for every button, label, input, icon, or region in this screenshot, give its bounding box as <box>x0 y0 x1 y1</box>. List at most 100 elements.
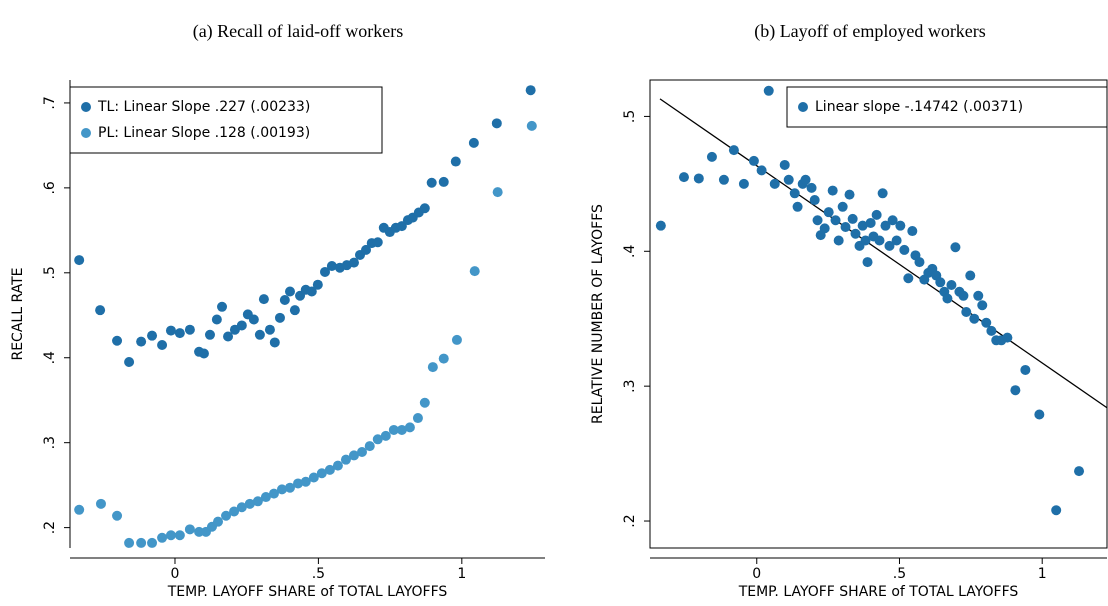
x-tick-label: 1 <box>457 566 466 582</box>
point <box>300 476 311 487</box>
point <box>850 228 861 239</box>
point <box>961 306 972 317</box>
point <box>248 314 259 325</box>
point <box>147 330 158 341</box>
x-tick-label: .5 <box>893 566 906 582</box>
point <box>268 488 279 499</box>
point <box>211 314 222 325</box>
point <box>184 524 195 535</box>
point <box>361 244 372 255</box>
point <box>184 324 195 335</box>
point <box>792 201 803 212</box>
point <box>356 447 367 458</box>
point <box>779 159 790 170</box>
point <box>74 504 85 515</box>
point <box>935 277 946 288</box>
point <box>748 155 759 166</box>
legend-label: TL: Linear Slope .227 (.00233) <box>97 99 310 115</box>
point <box>112 510 123 521</box>
y-tick-label: .6 <box>42 181 58 194</box>
y-tick-label: .7 <box>42 96 58 109</box>
point <box>136 537 147 548</box>
legend: TL: Linear Slope .227 (.00233) PL: Linear… <box>69 86 383 154</box>
plot-frame <box>649 79 1108 549</box>
point <box>827 185 838 196</box>
point <box>223 331 234 342</box>
point <box>372 237 383 248</box>
y-tick-label: .4 <box>42 351 58 364</box>
point <box>950 242 961 253</box>
point <box>165 325 176 336</box>
chart-title: (a) Recall of laid-off workers <box>193 21 404 42</box>
point <box>756 165 767 176</box>
point <box>426 177 437 188</box>
point <box>438 353 449 364</box>
point <box>221 510 232 521</box>
point <box>1051 505 1062 516</box>
point <box>693 173 704 184</box>
point <box>769 178 780 189</box>
point <box>364 441 375 452</box>
x-axis-label: TEMP. LAYOFF SHARE of TOTAL LAYOFFS <box>167 584 448 600</box>
point <box>124 356 135 367</box>
point <box>450 156 461 167</box>
legend-box <box>786 86 1108 128</box>
point <box>977 300 988 311</box>
y-tick-label: .5 <box>622 110 638 123</box>
y-tick-label: .4 <box>622 245 638 258</box>
point <box>914 257 925 268</box>
legend-label: Linear slope -.14742 (.00371) <box>815 99 1023 115</box>
point <box>823 207 834 218</box>
point <box>293 478 304 489</box>
point <box>285 482 296 493</box>
point <box>372 434 383 445</box>
point <box>340 454 351 465</box>
y-tick-label: .3 <box>42 436 58 449</box>
point <box>973 290 984 301</box>
x-tick-label: 0 <box>752 566 761 582</box>
point <box>871 209 882 220</box>
point <box>254 329 265 340</box>
point <box>877 188 888 199</box>
point <box>1074 466 1085 477</box>
point <box>907 226 918 237</box>
point <box>942 293 953 304</box>
point <box>491 118 502 129</box>
fit-line <box>659 98 1107 409</box>
point <box>264 324 275 335</box>
point <box>412 413 423 424</box>
point <box>174 328 185 339</box>
point <box>279 294 290 305</box>
point <box>965 270 976 281</box>
point <box>891 235 902 246</box>
point <box>388 424 399 435</box>
y-axis-label: RECALL RATE <box>10 267 26 360</box>
point <box>783 174 794 185</box>
x-axis-label: TEMP. LAYOFF SHARE of TOTAL LAYOFFS <box>738 584 1019 600</box>
point <box>844 189 855 200</box>
point <box>451 334 462 345</box>
point <box>840 222 851 233</box>
point <box>419 397 430 408</box>
point <box>812 215 823 226</box>
point <box>800 174 811 185</box>
point <box>837 201 848 212</box>
y-tick-label: .2 <box>622 514 638 527</box>
point <box>468 137 479 148</box>
point <box>326 261 337 272</box>
point <box>112 335 123 346</box>
point <box>306 286 317 297</box>
point <box>895 220 906 231</box>
point <box>887 215 898 226</box>
point <box>655 220 666 231</box>
point <box>332 460 343 471</box>
point <box>274 312 285 323</box>
legend-label: PL: Linear Slope .128 (.00193) <box>98 125 310 141</box>
point <box>427 362 438 373</box>
point <box>157 532 168 543</box>
point <box>269 337 280 348</box>
point <box>194 526 205 537</box>
point <box>165 530 176 541</box>
point <box>95 498 106 509</box>
